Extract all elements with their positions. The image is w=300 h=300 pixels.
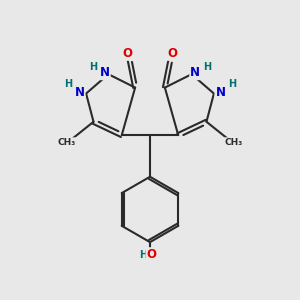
Text: N: N — [100, 66, 110, 79]
Text: O: O — [123, 47, 133, 60]
Text: N: N — [190, 66, 200, 79]
Text: CH₃: CH₃ — [58, 138, 76, 147]
Text: CH₃: CH₃ — [224, 138, 242, 147]
Text: H: H — [89, 62, 97, 72]
Text: N: N — [215, 85, 225, 98]
Text: H: H — [228, 79, 236, 89]
Text: H: H — [203, 62, 211, 72]
Text: N: N — [75, 85, 85, 98]
Text: O: O — [146, 248, 157, 261]
Text: H: H — [64, 79, 72, 89]
Text: H: H — [140, 250, 148, 260]
Text: O: O — [167, 47, 177, 60]
